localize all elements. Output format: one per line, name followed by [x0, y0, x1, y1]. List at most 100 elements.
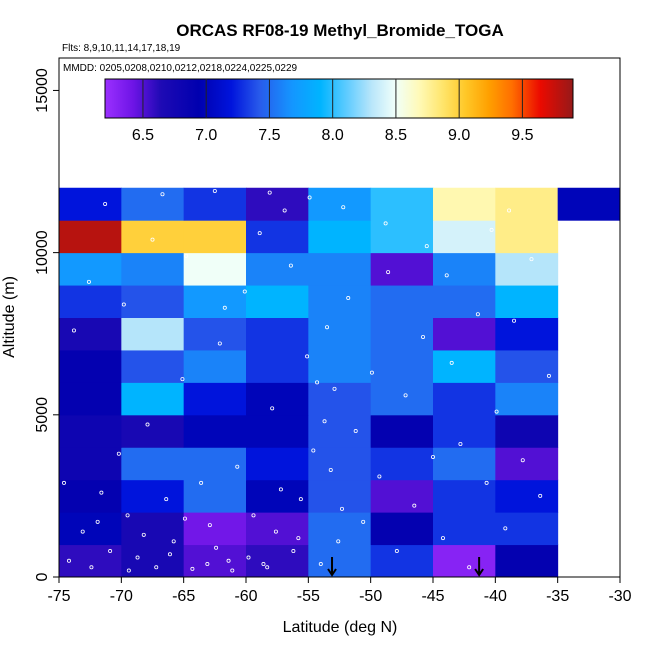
sample-point — [141, 532, 146, 537]
sample-point — [190, 566, 195, 571]
colorbar-tick-label: 7.5 — [258, 127, 280, 144]
heatmap-cell — [121, 479, 185, 513]
sample-point — [214, 545, 219, 550]
colorbar-tick-label: 8.5 — [385, 127, 407, 144]
sample-point — [265, 565, 270, 570]
heatmap-cell — [308, 252, 372, 286]
heatmap-cell — [121, 252, 185, 286]
sample-point — [160, 192, 165, 197]
heatmap-cell — [183, 252, 247, 286]
heatmap-cell — [246, 447, 309, 481]
sample-point — [424, 244, 429, 249]
colorbar-tick-label: 9.0 — [448, 127, 470, 144]
sample-point — [164, 497, 169, 502]
heatmap-cell — [308, 512, 372, 546]
x-tick-label: -65 — [172, 588, 195, 605]
sample-point — [291, 549, 296, 554]
sample-point — [529, 257, 534, 262]
heatmap-cell — [308, 285, 372, 318]
x-tick-label: -55 — [297, 588, 320, 605]
sample-point — [80, 529, 85, 534]
heatmap-cell — [308, 447, 372, 481]
heatmap-cell — [121, 447, 185, 481]
sample-point — [296, 536, 301, 541]
heatmap-cell — [433, 382, 496, 416]
dates-label: MMDD: 0205,0208,0210,0212,0218,0224,0225… — [63, 63, 298, 74]
heatmap-cell — [495, 382, 559, 416]
sample-point — [121, 302, 126, 307]
heatmap-cell — [370, 382, 434, 416]
heatmap-cell — [495, 479, 559, 513]
heatmap-cell — [308, 382, 372, 416]
sample-point — [444, 273, 449, 278]
sample-point — [503, 526, 508, 531]
heatmap-cell — [433, 285, 496, 318]
down-arrow — [327, 557, 337, 577]
heatmap-cell — [495, 220, 559, 254]
heatmap-cell — [433, 317, 496, 351]
sample-point — [353, 429, 358, 434]
heatmap-cell — [433, 220, 496, 254]
heatmap-cell — [121, 382, 185, 416]
heatmap-cell — [183, 317, 247, 351]
sample-point — [546, 373, 551, 378]
sample-point — [386, 270, 391, 275]
heatmap-cell — [121, 187, 185, 221]
heatmap-cell — [246, 220, 309, 254]
heatmap-cell — [246, 544, 309, 578]
heatmap-cell — [59, 220, 122, 254]
heatmap-cell — [495, 285, 559, 318]
chart-title: ORCAS RF08-19 Methyl_Bromide_TOGA — [176, 21, 503, 40]
sample-point — [95, 519, 100, 524]
heatmap-cell — [246, 285, 309, 318]
heatmap-cell — [370, 512, 434, 546]
heatmap-cell — [183, 220, 247, 254]
sample-point — [135, 555, 140, 560]
heatmap-cell — [495, 317, 559, 351]
sample-point — [273, 529, 278, 534]
sample-point — [145, 422, 150, 427]
heatmap-cell — [370, 414, 434, 448]
x-tick-label: -50 — [359, 588, 382, 605]
heatmap-cell — [308, 479, 372, 513]
colorbar-gradient — [104, 78, 574, 119]
heatmap-cell — [308, 187, 372, 221]
sample-point — [298, 497, 303, 502]
heatmap-cell — [59, 414, 122, 448]
heatmap-cell — [557, 187, 621, 221]
sample-point — [449, 360, 454, 365]
heatmap-cell — [370, 317, 434, 351]
sample-point — [222, 305, 227, 310]
sample-point — [475, 312, 480, 317]
sample-point — [440, 536, 445, 541]
sample-point — [507, 208, 512, 213]
x-tick-label: -75 — [47, 588, 70, 605]
y-tick-label: 15000 — [34, 68, 51, 113]
sample-point — [494, 409, 499, 414]
x-tick-label: -45 — [421, 588, 444, 605]
sample-point — [336, 539, 341, 544]
sample-point — [66, 558, 71, 563]
sample-point — [89, 565, 94, 570]
x-tick-label: -30 — [608, 588, 631, 605]
sample-point — [318, 562, 323, 567]
x-axis: -75 -70 -65 -60 -55 -50 -45 -40 -35 -30 — [47, 576, 632, 605]
sample-point — [103, 201, 108, 206]
x-axis-label: Latitude (deg N) — [283, 619, 398, 636]
sample-point — [307, 195, 312, 200]
sample-point — [322, 419, 327, 424]
sample-point — [512, 318, 517, 323]
heatmap-cell — [495, 447, 559, 481]
heatmap-cell — [59, 252, 122, 286]
sample-point — [261, 562, 266, 567]
heatmap-cell — [433, 447, 496, 481]
sample-point — [257, 231, 262, 236]
heatmap-cell — [370, 252, 434, 286]
heatmap-cell — [433, 512, 496, 546]
heatmap-cell — [59, 382, 122, 416]
heatmap-cell — [183, 187, 247, 221]
heatmap-cell — [246, 479, 309, 513]
sample-point — [458, 442, 463, 447]
sample-point — [394, 549, 399, 554]
heatmap-cell — [121, 349, 185, 383]
